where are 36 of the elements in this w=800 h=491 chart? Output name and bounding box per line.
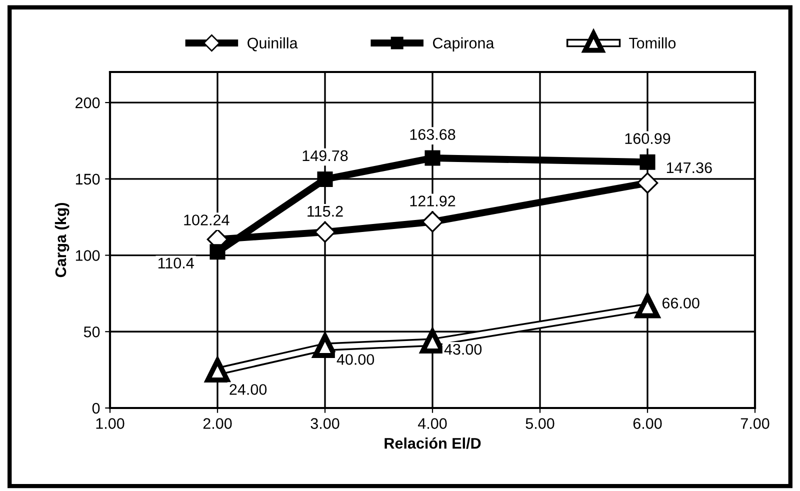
y-tick-label: 150: [76, 174, 100, 185]
data-label: 163.68: [410, 129, 456, 140]
data-label: 40.00: [336, 354, 374, 365]
x-axis-title: Relación El/D: [384, 437, 481, 449]
point: [314, 221, 336, 243]
data-label: 110.4: [158, 258, 194, 268]
x-tick-label: 5.00: [526, 418, 554, 429]
legend-label: Capirona: [433, 37, 494, 52]
data-label: 43.00: [444, 344, 482, 355]
x-tick-label: 7.00: [740, 418, 770, 429]
legend-label: Quinilla: [248, 37, 298, 52]
x-tick-label: 1.00: [96, 418, 124, 429]
data-label: 66.00: [662, 298, 700, 309]
x-tick-label: 2.00: [203, 418, 232, 429]
y-axis-title: Carga (kg): [54, 202, 70, 278]
data-label: 147.36: [666, 162, 712, 174]
x-tick-label: 6.00: [633, 418, 662, 429]
point: [640, 154, 656, 170]
y-tick-label: 50: [84, 326, 100, 338]
point: [422, 211, 444, 232]
point: [636, 172, 658, 194]
legend-label: Tomillo: [629, 37, 676, 49]
data-label: 24.00: [230, 384, 267, 395]
data-label: 149.78: [302, 150, 348, 162]
data-label: 102.24: [184, 214, 230, 226]
data-label: 115.2: [308, 206, 343, 217]
y-tick-label: 200: [76, 97, 100, 108]
point: [210, 244, 226, 260]
y-tick-label: 0: [92, 402, 100, 414]
data-label: 121.92: [410, 196, 456, 206]
point: [317, 171, 333, 188]
x-tick-label: 4.00: [418, 418, 447, 429]
y-tick-label: 100: [76, 250, 100, 261]
x-tick-label: 3.00: [310, 418, 340, 429]
data-label: 160.99: [625, 133, 670, 144]
point: [424, 150, 440, 166]
